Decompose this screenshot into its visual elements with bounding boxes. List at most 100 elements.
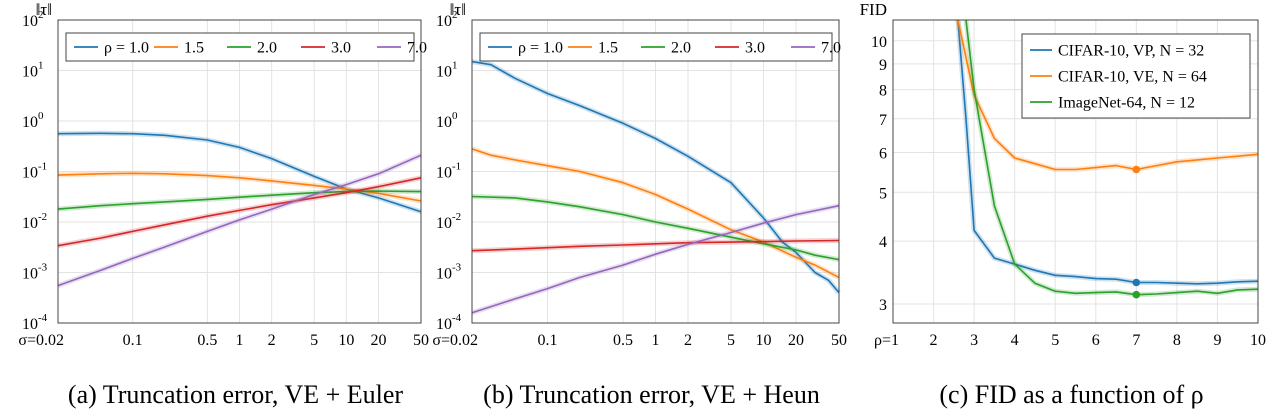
series-line-0: [471, 60, 840, 294]
x-tick-label: 20: [370, 332, 386, 349]
y-tick-exponent: -4: [38, 312, 48, 324]
y-tick-exponent: -4: [452, 312, 462, 324]
legend-label-3: 3.0: [331, 40, 351, 57]
y-tick-base: 10: [22, 165, 38, 182]
grid: [471, 19, 840, 324]
y-tick-base: 10: [436, 13, 452, 30]
panel-caption: (b) Truncation error, VE + Heun: [483, 380, 820, 409]
y-tick-exponent: -1: [38, 161, 47, 173]
y-axis-label: ‖τ‖: [450, 0, 466, 19]
x-tick-label: σ=0.02: [432, 332, 478, 349]
y-tick-base: 10: [22, 266, 38, 283]
series-line-4: [57, 154, 422, 287]
panel-caption: (a) Truncation error, VE + Euler: [68, 380, 404, 409]
plot-frame: [471, 19, 840, 324]
x-tick-label: 10: [1250, 332, 1266, 349]
y-tick-exponent: 1: [38, 60, 44, 72]
y-tick-base: 10: [436, 165, 452, 182]
x-tick-label: 1: [652, 332, 660, 349]
x-tick-label: 50: [413, 332, 429, 349]
x-tick-label: 5: [1051, 332, 1059, 349]
legend-box: [1021, 33, 1251, 119]
plot-frame: [57, 19, 422, 324]
legend-label-3: 3.0: [745, 40, 765, 57]
y-tick-exponent: -3: [452, 262, 462, 274]
legend-label-2: 2.0: [671, 40, 691, 57]
legend-label-0: CIFAR-10, VP, N = 32: [1058, 43, 1204, 60]
x-tick-label: 10: [756, 332, 772, 349]
series-line-2: [471, 195, 840, 261]
x-tick-label: 0.5: [613, 332, 633, 349]
legend-label-1: 1.5: [598, 40, 618, 57]
x-tick-label: 2: [268, 332, 276, 349]
y-tick-label: 6: [879, 145, 887, 162]
x-tick-label: ρ=1: [874, 332, 899, 349]
legend-label-4: 7.0: [821, 40, 841, 57]
x-tick-label: 20: [788, 332, 804, 349]
y-tick-base: 10: [436, 316, 452, 333]
x-tick-label: 6: [1092, 332, 1100, 349]
y-tick-base: 10: [22, 114, 38, 131]
series-line-4: [471, 204, 840, 314]
x-tick-label: 0.1: [123, 332, 143, 349]
y-tick-base: 10: [22, 316, 38, 333]
y-tick-label: 10: [871, 34, 887, 51]
series-line-2: [965, 19, 1259, 296]
y-tick-label: 7: [879, 112, 887, 129]
y-axis-label: ‖τ‖: [36, 0, 52, 19]
x-tick-label: 8: [1173, 332, 1181, 349]
y-tick-label: 9: [879, 57, 887, 74]
x-tick-label: 1: [236, 332, 244, 349]
legend: ρ = 1.0 1.5 2.0 3.0 7.0: [65, 32, 427, 62]
y-tick-base: 10: [436, 266, 452, 283]
plot-frame: [892, 19, 1259, 324]
y-tick-base: 10: [22, 64, 38, 81]
y-tick-base: 10: [22, 215, 38, 232]
y-tick-exponent: 1: [452, 60, 458, 72]
legend-label-0: ρ = 1.0: [104, 40, 149, 57]
y-tick-base: 10: [22, 13, 38, 30]
series-line-3: [471, 239, 840, 252]
x-tick-label: σ=0.02: [18, 332, 64, 349]
x-tick-label: 5: [310, 332, 318, 349]
series-line-3: [57, 177, 422, 247]
y-tick-base: 10: [436, 64, 452, 81]
grid: [57, 19, 422, 324]
y-tick-exponent: -1: [452, 161, 461, 173]
series-group: [57, 130, 423, 288]
x-tick-label: 5: [727, 332, 735, 349]
series-line-1: [957, 19, 1259, 171]
series-group: [955, 19, 1259, 299]
series-marker-1: [1132, 165, 1141, 174]
legend-label-2: 2.0: [257, 40, 277, 57]
series-group: [471, 59, 841, 316]
panel-caption: (c) FID as a function of ρ: [939, 380, 1203, 409]
x-tick-label: 9: [1213, 332, 1221, 349]
x-tick-label: 3: [970, 332, 978, 349]
y-tick-exponent: 2: [452, 9, 458, 21]
y-tick-label: 5: [879, 185, 887, 202]
y-axis-label: FID: [860, 0, 887, 19]
y-tick-exponent: 2: [38, 9, 44, 21]
y-tick-base: 10: [436, 215, 452, 232]
y-tick-label: 4: [879, 234, 887, 251]
legend-label-0: ρ = 1.0: [518, 40, 563, 57]
series-line-1: [471, 148, 840, 279]
legend-label-1: 1.5: [184, 40, 204, 57]
x-tick-label: 0.5: [197, 332, 217, 349]
series-line-0: [957, 19, 1259, 285]
x-tick-label: 50: [831, 332, 847, 349]
y-tick-base: 10: [436, 114, 452, 131]
y-tick-exponent: 0: [452, 110, 458, 122]
legend-label-2: ImageNet-64, N = 12: [1058, 95, 1195, 112]
x-tick-label: 10: [338, 332, 354, 349]
legend: CIFAR-10, VP, N = 32 CIFAR-10, VE, N = 64…: [1021, 33, 1251, 119]
x-tick-label: 2: [684, 332, 692, 349]
y-tick-label: 3: [879, 297, 887, 314]
x-tick-label: 0.1: [537, 332, 557, 349]
y-tick-exponent: -2: [38, 211, 47, 223]
series-marker-0: [1132, 278, 1141, 287]
